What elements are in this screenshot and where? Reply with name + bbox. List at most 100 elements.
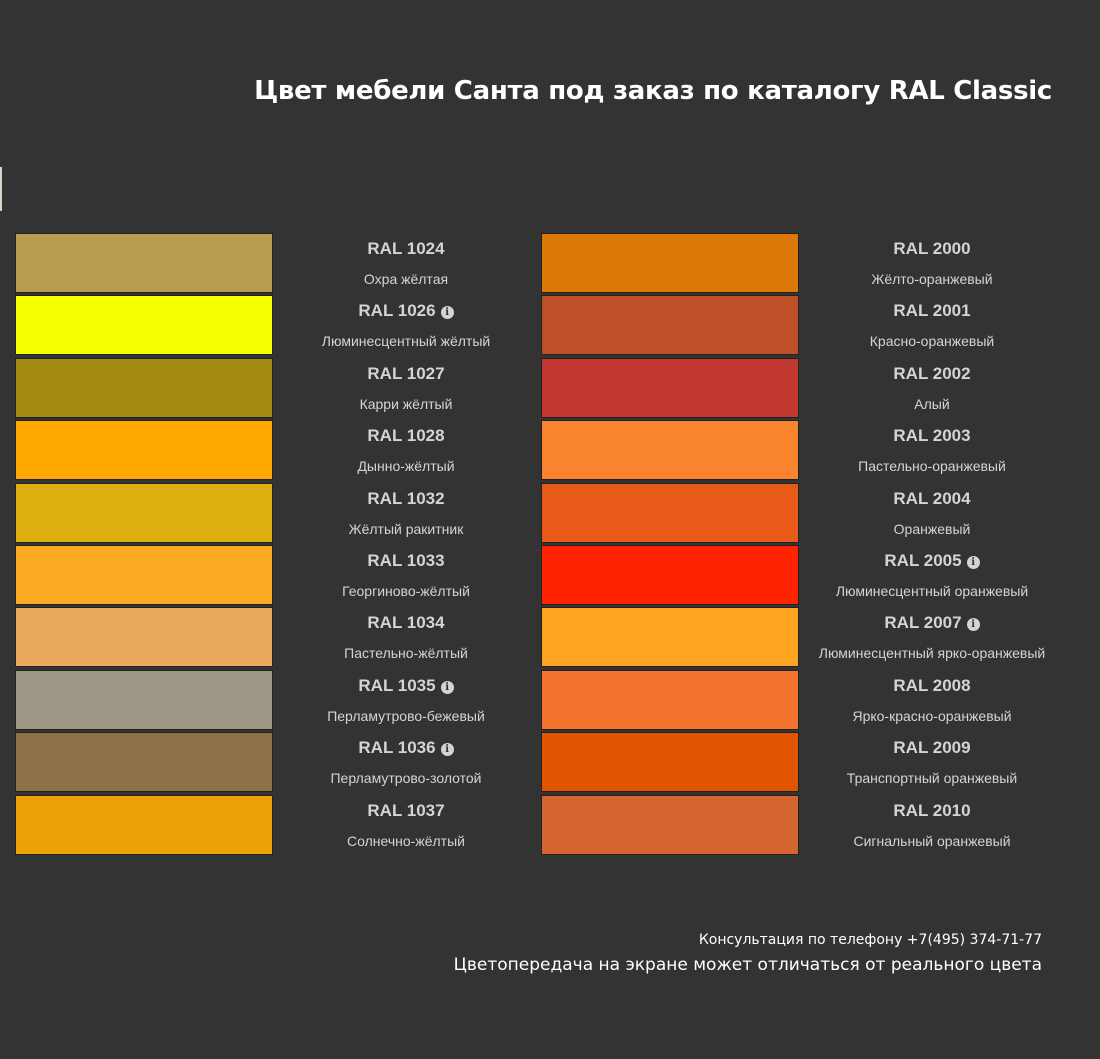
ral-code-text: RAL 2008: [893, 675, 971, 695]
color-label: RAL 2003 Пастельно-оранжевый: [799, 420, 1065, 480]
color-label: RAL 2008 Ярко-красно-оранжевый: [799, 670, 1065, 730]
ral-code: RAL 1034: [273, 613, 539, 633]
ral-code-text: RAL 1032: [367, 488, 445, 508]
ral-code: RAL 2005: [799, 551, 1065, 571]
ral-code: RAL 1033: [273, 551, 539, 571]
color-label: RAL 2002 Алый: [799, 358, 1065, 418]
color-name: Люминесцентный оранжевый: [835, 582, 1029, 599]
ral-code: RAL 1027: [273, 364, 539, 384]
color-label: RAL 1026 Люминесцентный жёлтый: [273, 295, 539, 355]
color-name: Люминесцентный жёлтый: [321, 333, 491, 350]
color-name: Люминесцентный ярко-оранжевый: [818, 645, 1046, 662]
color-swatch: [541, 357, 799, 418]
ral-code: RAL 2000: [799, 239, 1065, 259]
color-disclaimer-text: Цветопередача на экране может отличаться…: [453, 955, 1042, 975]
ral-code: RAL 2002: [799, 364, 1065, 384]
ral-code-text: RAL 2003: [893, 426, 971, 446]
ral-code-text: RAL 1033: [367, 550, 445, 570]
ral-code: RAL 2004: [799, 489, 1065, 509]
color-name: Дынно-жёлтый: [357, 458, 455, 475]
color-label: RAL 2005 Люминесцентный оранжевый: [799, 545, 1065, 605]
color-label: RAL 2009 Транспортный оранжевый: [799, 732, 1065, 792]
color-name: Жёлто-оранжевый: [871, 271, 993, 287]
color-name: Охра жёлтая: [363, 271, 449, 287]
color-swatch: [541, 544, 799, 605]
color-name: Перламутрово-золотой: [330, 770, 482, 787]
ral-code-text: RAL 1026: [358, 301, 436, 321]
info-icon[interactable]: [440, 306, 454, 320]
ral-code-text: RAL 2004: [893, 488, 971, 508]
edge-divider: [0, 167, 2, 211]
color-swatch: [15, 607, 273, 668]
color-swatch: [541, 669, 799, 730]
info-icon[interactable]: [440, 680, 454, 694]
ral-code-text: RAL 1035: [358, 675, 436, 695]
ral-code: RAL 1028: [273, 426, 539, 446]
ral-code-text: RAL 2009: [893, 738, 971, 758]
ral-code: RAL 2008: [799, 676, 1065, 696]
ral-code-text: RAL 2005: [884, 550, 962, 570]
color-label: RAL 1037 Солнечно-жёлтый: [273, 795, 539, 855]
ral-code: RAL 2001: [799, 301, 1065, 321]
ral-code: RAL 2007: [799, 613, 1065, 633]
ral-code: RAL 2010: [799, 801, 1065, 821]
color-swatch: [541, 295, 799, 356]
ral-code: RAL 1037: [273, 801, 539, 821]
color-swatch: [15, 482, 273, 543]
color-name: Перламутрово-бежевый: [327, 707, 485, 724]
ral-code-text: RAL 2001: [893, 301, 971, 321]
ral-code: RAL 1024: [273, 239, 539, 259]
color-name: Солнечно-жёлтый: [347, 832, 465, 849]
color-label: RAL 2001 Красно-оранжевый: [799, 295, 1065, 355]
color-label: RAL 2010 Сигнальный оранжевый: [799, 795, 1065, 855]
color-swatch: [541, 482, 799, 543]
ral-code-text: RAL 2010: [893, 800, 971, 820]
color-label: RAL 2004 Оранжевый: [799, 483, 1065, 543]
color-swatch: [15, 420, 273, 481]
ral-code-text: RAL 1028: [367, 426, 445, 446]
color-label: RAL 1033 Георгиново-жёлтый: [273, 545, 539, 605]
color-label: RAL 1034 Пастельно-жёлтый: [273, 607, 539, 667]
color-name: Транспортный оранжевый: [846, 770, 1018, 787]
color-name: Сигнальный оранжевый: [853, 832, 1011, 849]
ral-code-text: RAL 2002: [893, 363, 971, 383]
page-title: Цвет мебели Санта под заказ по каталогу …: [254, 76, 1052, 106]
color-swatch: [15, 233, 273, 293]
info-icon[interactable]: [966, 618, 980, 632]
color-name: Пастельно-жёлтый: [344, 645, 468, 662]
color-swatch: [15, 544, 273, 605]
color-swatch: [541, 794, 799, 855]
color-swatch: [541, 420, 799, 481]
color-name: Жёлтый ракитник: [348, 520, 464, 537]
color-swatch: [541, 732, 799, 793]
color-swatch: [541, 607, 799, 668]
ral-code: RAL 2003: [799, 426, 1065, 446]
color-name: Георгиново-жёлтый: [342, 582, 470, 599]
color-swatch: [15, 669, 273, 730]
color-label: RAL 1035 Перламутрово-бежевый: [273, 670, 539, 730]
color-label: RAL 2000 Жёлто-оранжевый: [799, 233, 1065, 293]
color-label: RAL 1036 Перламутрово-золотой: [273, 732, 539, 792]
ral-code-text: RAL 1036: [358, 738, 436, 758]
color-swatch: [15, 295, 273, 356]
color-swatch: [15, 357, 273, 418]
ral-code-text: RAL 2007: [884, 613, 962, 633]
color-swatch: [15, 732, 273, 793]
color-name: Карри жёлтый: [359, 395, 453, 412]
phone-consultation-text: Консультация по телефону +7(495) 374-71-…: [698, 932, 1042, 948]
ral-code-text: RAL 1027: [367, 363, 445, 383]
ral-code: RAL 1026: [273, 301, 539, 321]
ral-code-text: RAL 1034: [367, 613, 445, 633]
color-swatch: [541, 233, 799, 293]
color-label: RAL 1032 Жёлтый ракитник: [273, 483, 539, 543]
color-name: Пастельно-оранжевый: [858, 458, 1006, 475]
ral-code-text: RAL 2000: [893, 239, 971, 258]
color-name: Ярко-красно-оранжевый: [852, 707, 1012, 724]
info-icon[interactable]: [966, 555, 980, 569]
color-name: Оранжевый: [893, 520, 971, 537]
color-label: RAL 1027 Карри жёлтый: [273, 358, 539, 418]
color-label: RAL 2007 Люминесцентный ярко-оранжевый: [799, 607, 1065, 667]
info-icon[interactable]: [440, 743, 454, 757]
ral-code: RAL 1035: [273, 676, 539, 696]
color-name: Алый: [914, 395, 950, 412]
